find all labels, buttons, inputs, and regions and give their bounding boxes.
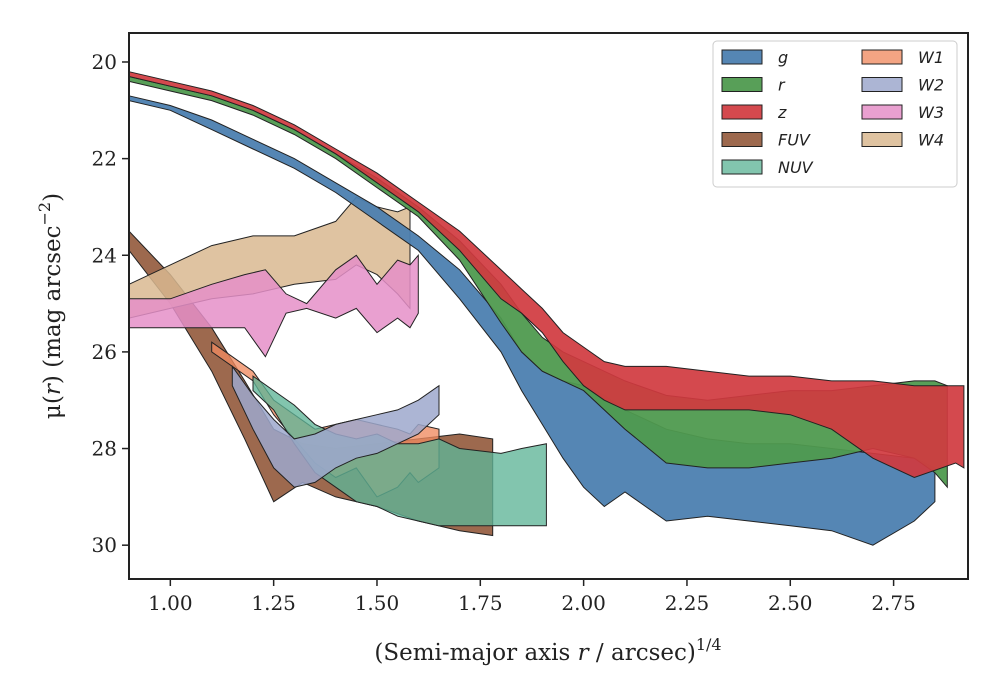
band-z [128,71,965,479]
legend-swatch-w2 [861,77,903,92]
x-tick-label: 1.50 [355,591,400,615]
legend-swatch-w1 [861,49,903,65]
band-w2 [231,364,440,488]
legend-swatch-g [721,49,763,65]
y-tick-label: 22 [92,147,117,171]
legend-swatch-w3 [861,104,903,120]
legend-swatch-z [721,104,763,120]
legend-swatch-w4 [861,132,903,147]
band-g [128,95,936,546]
x-tick-label: 2.75 [871,591,916,615]
legend-label-g: g [778,48,788,67]
y-tick-label: 24 [92,243,117,267]
legend-label-w1: W1 [918,48,944,67]
y-tick-label: 30 [92,533,117,557]
legend-label-fuv: FUV [778,131,811,150]
x-axis-label: (Semi-major axis r / arcsec)1/4 [374,635,721,666]
x-tick-label: 1.75 [458,591,503,615]
legend-label-w4: W4 [918,131,944,150]
plot-frame [128,32,969,580]
legend-label-nuv: NUV [778,158,814,177]
x-tick-label: 2.50 [768,591,813,615]
x-axis-ticks: 1.00 1.25 1.50 1.75 2.00 2.25 2.50 2.75 [148,579,916,615]
y-axis-label: μ(r) (mag arcsec−2) [35,193,66,419]
legend-swatch-r [721,77,763,92]
legend-swatch-fuv [721,132,763,147]
legend-label-r: r [778,76,786,95]
x-tick-label: 2.00 [561,591,606,615]
y-tick-label: 28 [92,437,117,461]
legend-label-z: z [777,103,787,122]
legend: grz FUV NUV W1 W2 W3 W4 [712,40,958,188]
y-axis-ticks: 20 22 24 26 28 30 [92,50,129,557]
band-areas [128,71,965,546]
y-tick-label: 20 [92,50,117,74]
legend-label-w2: W2 [918,76,944,95]
x-tick-label: 2.25 [665,591,710,615]
band-w3 [128,253,419,358]
x-tick-label: 1.25 [251,591,296,615]
legend-label-w3: W3 [918,103,944,122]
legend-swatch-nuv [721,159,763,175]
y-tick-label: 26 [92,340,117,364]
x-tick-label: 1.00 [148,591,193,615]
